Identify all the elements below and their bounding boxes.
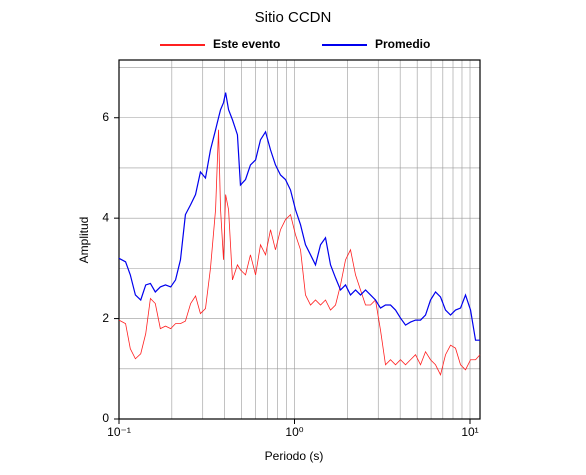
- x-tick-label: 10⁻¹: [107, 425, 131, 439]
- series-line: [118, 92, 480, 341]
- y-axis-label: Amplitud: [77, 217, 91, 264]
- y-tick-label: 4: [102, 210, 109, 224]
- x-axis-label: Periodo (s): [265, 449, 324, 463]
- y-tick-label: 2: [102, 311, 109, 325]
- x-tick-label: 10⁰: [285, 425, 303, 439]
- y-tick-label: 6: [102, 110, 109, 124]
- legend-label: Este evento: [213, 37, 280, 51]
- x-tick-label: 10¹: [461, 425, 478, 439]
- chart-title: Sitio CCDN: [255, 9, 332, 26]
- plot-frame: [118, 59, 481, 420]
- y-tick-label: 0: [102, 411, 109, 425]
- series-line: [118, 129, 481, 376]
- legend-label: Promedio: [375, 37, 430, 51]
